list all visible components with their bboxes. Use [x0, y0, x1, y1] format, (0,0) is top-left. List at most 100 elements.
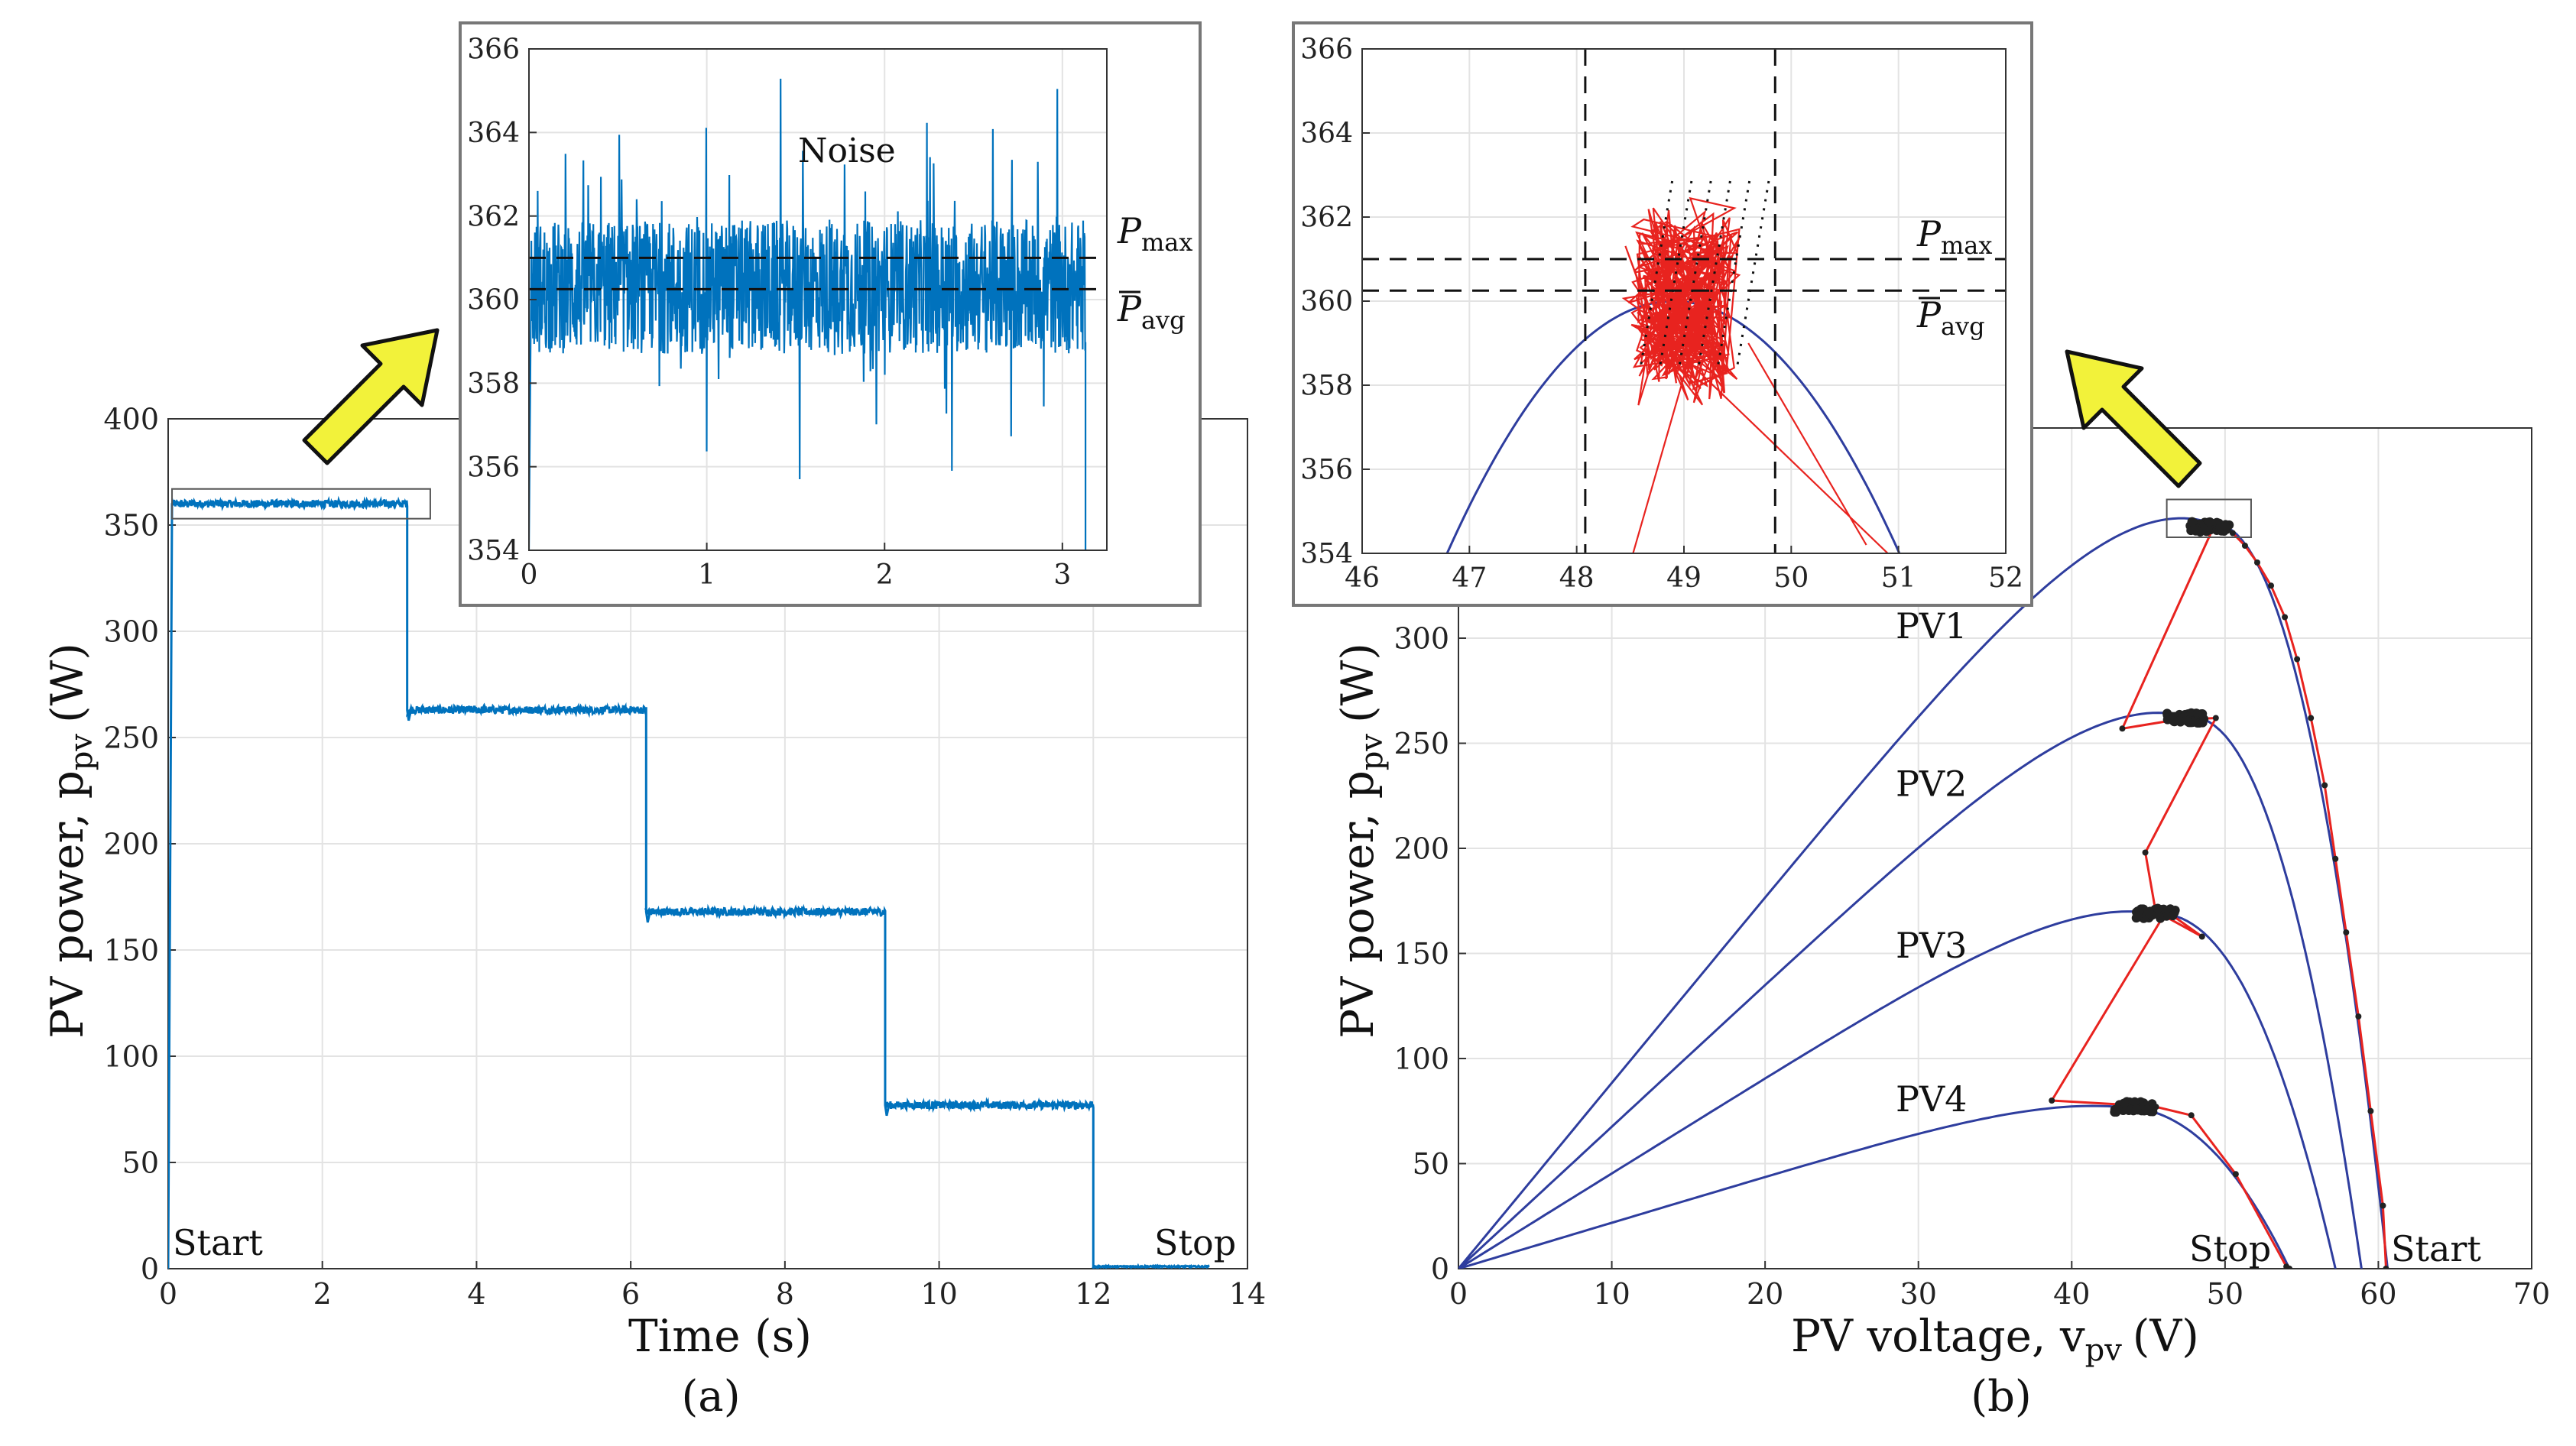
y-tick-label: 250	[1393, 727, 1449, 760]
y-tick-label: 350	[103, 508, 159, 542]
cluster-point	[2205, 517, 2214, 527]
panel-a-zoom-box	[171, 488, 431, 520]
x-tick-label: 4	[467, 1277, 485, 1311]
operating-point	[2253, 559, 2260, 566]
operating-point	[2232, 1171, 2239, 1178]
operating-point	[2355, 1013, 2362, 1020]
y-tick-label: 364	[467, 118, 520, 149]
panel-a-inset-noise-label: Noise	[798, 131, 896, 170]
panel-b-inset-pmax-label: Pmax	[1916, 213, 1992, 260]
operating-point	[2229, 530, 2236, 537]
y-tick-label: 360	[1300, 287, 1353, 318]
cluster-point	[2198, 709, 2208, 719]
operating-point	[2119, 725, 2126, 732]
operating-point	[2188, 1112, 2195, 1119]
y-tick-label: 400	[103, 402, 159, 436]
cluster-point	[2133, 911, 2143, 921]
x-tick-label: 1	[698, 559, 715, 591]
operating-point	[2343, 929, 2350, 935]
x-tick-label: 40	[2053, 1277, 2090, 1311]
curve-label-pv1: PV1	[1896, 605, 1967, 647]
panel-a-inset-pmax-label: Pmax	[1117, 210, 1192, 257]
cluster-point	[2153, 903, 2162, 913]
pv-curve-pv4	[1458, 1104, 2291, 1269]
panel-a-y-axis-title: PV power, ppv(W)	[41, 643, 99, 1039]
operating-point	[2286, 1266, 2293, 1269]
x-tick-label: 0	[159, 1277, 177, 1311]
x-tick-label: 50	[2207, 1277, 2243, 1311]
pv-curve-pv3	[1458, 910, 2337, 1269]
panel-b-chart: 0 10 20 30 40 50 60 70 0 50 100 150 200 250 300 PV1 PV2…	[1332, 427, 2550, 1422]
operating-point	[2380, 1202, 2386, 1209]
operating-point	[2294, 656, 2301, 663]
cluster-point	[2215, 523, 2225, 533]
panel-b-ticks: 0 10 20 30 40 50 60 70 0 50 100 150 200 250 300	[1393, 621, 2550, 1311]
y-tick-label: 364	[1300, 118, 1353, 150]
panel-a-start-label: Start	[173, 1222, 263, 1263]
panel-b-inset-tracking-cloud	[1621, 196, 1889, 553]
panel-b-zoom-box	[2166, 498, 2252, 538]
operating-point	[2367, 1107, 2374, 1114]
x-tick-label: 48	[1559, 563, 1595, 594]
panel-b-operating-points	[2049, 517, 2389, 1269]
x-tick-label: 12	[1075, 1277, 1111, 1311]
panel-b-inset-pavg-label: Pavg	[1916, 294, 1985, 341]
operating-point	[2308, 715, 2315, 721]
x-tick-label: 52	[1988, 563, 2023, 594]
operating-point	[2332, 855, 2339, 862]
operating-point	[2198, 933, 2205, 940]
x-tick-label: 60	[2360, 1277, 2396, 1311]
curve-label-pv4: PV4	[1896, 1078, 1967, 1120]
x-tick-label: 70	[2513, 1277, 2550, 1311]
y-tick-label: 362	[1300, 203, 1353, 234]
panel-b-caption: (b)	[1971, 1372, 2032, 1422]
x-tick-label: 50	[1773, 563, 1809, 594]
operating-point	[2383, 1266, 2389, 1269]
cluster-point	[2198, 524, 2208, 533]
zoom-arrow-b-icon	[2065, 349, 2202, 488]
operating-point	[2282, 614, 2289, 621]
y-tick-label: 360	[467, 285, 520, 316]
y-tick-label: 100	[103, 1039, 159, 1073]
x-tick-label: 3	[1053, 559, 1071, 591]
cluster-point	[2191, 524, 2201, 534]
operating-point	[2049, 1097, 2055, 1104]
cluster-point	[2168, 911, 2178, 921]
x-tick-label: 14	[1229, 1277, 1266, 1311]
panel-b-curve-labels: PV1 PV2 PV3 PV4	[1896, 605, 1967, 1120]
panel-b-inset: 46 47 48 49 50 51 52 354 356 358 360 362 364 366 Pmax…	[1292, 21, 2033, 607]
cluster-point	[2169, 717, 2179, 727]
panel-b-x-axis-title: PV voltage, vpv (V)	[1791, 1310, 2199, 1368]
operating-point	[2268, 582, 2275, 589]
x-tick-label: 2	[876, 559, 894, 591]
pv-curve-pv2	[1458, 712, 2363, 1269]
panel-b-start-label: Start	[2391, 1228, 2481, 1269]
panel-b-stop-label: Stop	[2189, 1228, 2271, 1269]
y-tick-label: 358	[467, 368, 520, 400]
x-tick-label: 10	[920, 1277, 957, 1311]
x-tick-label: 0	[521, 559, 538, 591]
operating-point	[2321, 782, 2328, 789]
y-tick-label: 150	[1393, 937, 1449, 971]
cluster-point	[2143, 907, 2153, 917]
x-tick-label: 2	[313, 1277, 332, 1311]
cluster-point	[2182, 716, 2192, 726]
x-tick-label: 8	[776, 1277, 794, 1311]
y-tick-label: 200	[103, 827, 159, 861]
x-tick-label: 51	[1881, 563, 1916, 594]
y-tick-label: 366	[1300, 34, 1353, 66]
y-tick-label: 0	[1431, 1252, 1449, 1286]
y-tick-label: 0	[141, 1252, 159, 1286]
cluster-point	[2143, 1104, 2153, 1114]
curve-label-pv2: PV2	[1896, 763, 1967, 804]
cluster-point	[2132, 1104, 2142, 1114]
panel-a-caption: (a)	[681, 1372, 740, 1422]
x-tick-label: 20	[1747, 1277, 1783, 1311]
panel-a-inset-noise-signal	[529, 78, 1087, 550]
y-tick-label: 356	[467, 452, 520, 483]
operating-point	[2142, 849, 2149, 856]
y-tick-label: 250	[103, 721, 159, 754]
cluster-point	[2119, 1098, 2129, 1108]
panel-a-inset-ticks: 0 1 2 3 354 356 358 360 362 364 366	[467, 34, 1071, 591]
